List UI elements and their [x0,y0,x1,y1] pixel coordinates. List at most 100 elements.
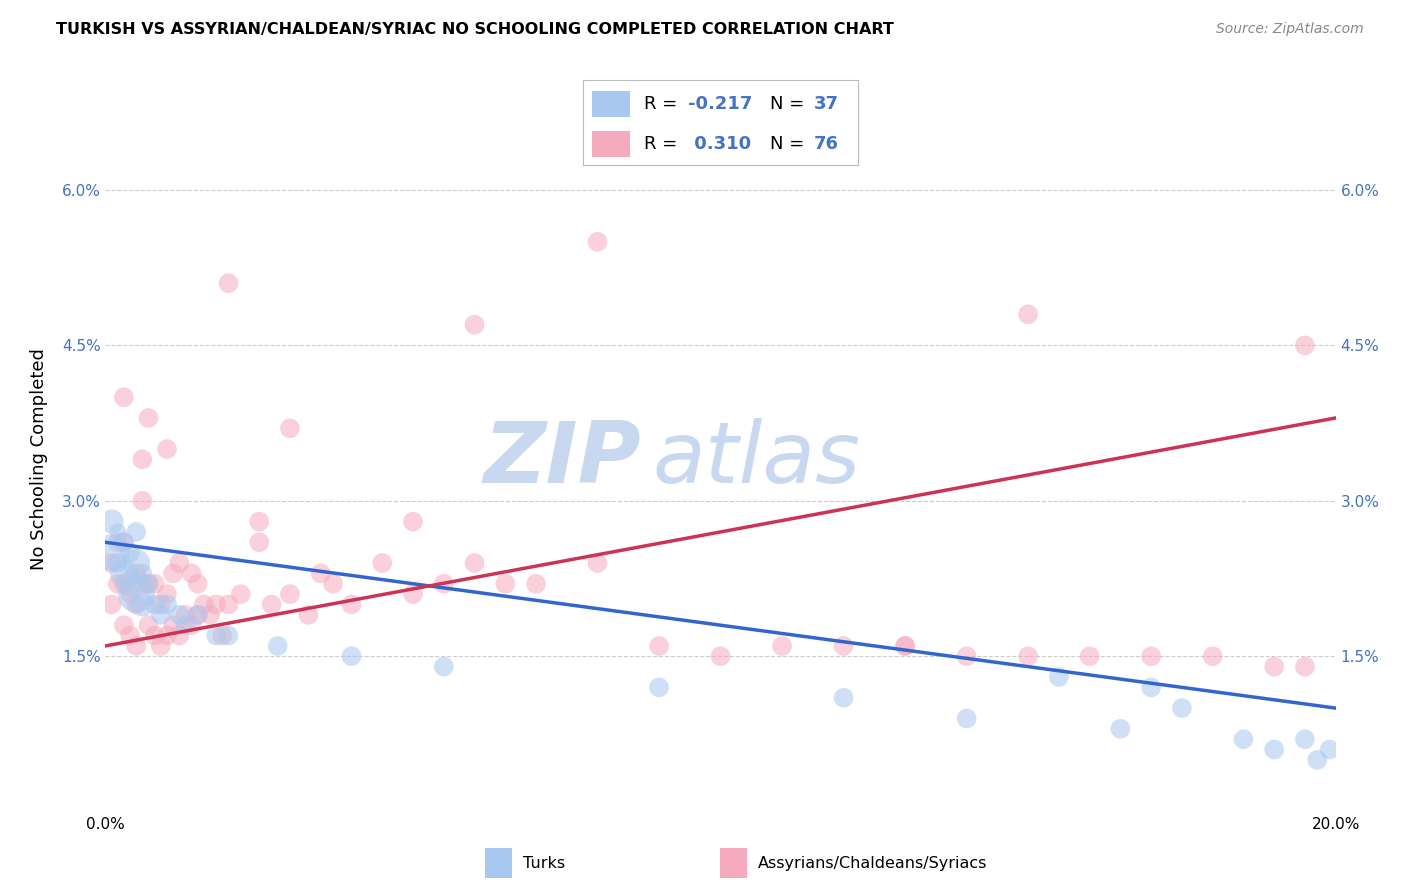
Point [433,659,456,673]
Point [143,598,166,612]
Text: TURKISH VS ASSYRIAN/CHALDEAN/SYRIAC NO SCHOOLING COMPLETED CORRELATION CHART: TURKISH VS ASSYRIAN/CHALDEAN/SYRIAC NO S… [56,22,894,37]
Text: atlas: atlas [652,417,860,501]
Text: R =: R = [644,95,683,113]
Point [247,515,270,529]
Point [125,556,148,570]
Point [125,639,148,653]
Point [125,524,148,539]
Point [131,493,153,508]
Text: 0.310: 0.310 [688,135,751,153]
Point [1263,742,1285,756]
Point [1017,307,1039,321]
Point [107,535,129,549]
Text: R =: R = [644,135,683,153]
Text: N =: N = [770,95,810,113]
Point [138,576,160,591]
Point [340,649,363,664]
Point [187,576,209,591]
Point [247,535,270,549]
Point [433,576,456,591]
Point [138,618,160,632]
Point [193,598,215,612]
Point [187,607,209,622]
Point [956,649,979,664]
Point [180,618,202,632]
Point [770,639,793,653]
Point [648,639,671,653]
Point [169,556,191,570]
Point [112,576,135,591]
Point [278,421,301,435]
Point [205,598,228,612]
Point [229,587,252,601]
Point [100,546,122,560]
Point [156,442,179,456]
Point [120,576,141,591]
Bar [720,848,747,878]
Point [107,576,129,591]
Point [586,235,609,249]
Point [156,628,179,642]
Point [832,639,855,653]
Point [218,598,240,612]
Text: Turks: Turks [523,855,565,871]
Text: 37: 37 [814,95,839,113]
Point [169,628,191,642]
Text: ZIP: ZIP [484,417,641,501]
Bar [592,131,630,157]
Point [174,618,197,632]
Point [112,535,135,549]
Point [1047,670,1070,684]
Point [138,411,160,425]
Point [120,546,141,560]
Text: -0.217: -0.217 [688,95,752,113]
Y-axis label: No Schooling Completed: No Schooling Completed [30,349,48,570]
Point [1140,681,1163,695]
Point [586,556,609,570]
Text: Assyrians/Chaldeans/Syriacs: Assyrians/Chaldeans/Syriacs [758,855,987,871]
Point [309,566,332,581]
Point [156,598,179,612]
Point [1294,338,1316,352]
Point [120,628,141,642]
Point [211,628,233,642]
Point [125,598,148,612]
Point [894,639,917,653]
Point [205,628,228,642]
Point [100,598,122,612]
Point [832,690,855,705]
Point [131,452,153,467]
Point [149,598,172,612]
Point [1306,753,1329,767]
Point [131,576,153,591]
Point [1263,659,1285,673]
Point [100,515,122,529]
Point [218,277,240,291]
Text: 76: 76 [814,135,839,153]
Point [156,587,179,601]
Point [100,556,122,570]
Point [149,607,172,622]
Point [648,681,671,695]
Point [260,598,283,612]
Text: N =: N = [770,135,810,153]
Point [1078,649,1101,664]
Point [894,639,917,653]
Point [1140,649,1163,664]
Point [464,318,486,332]
Text: Source: ZipAtlas.com: Source: ZipAtlas.com [1216,22,1364,37]
Point [162,566,184,581]
Point [278,587,301,601]
Bar [592,91,630,117]
Point [143,628,166,642]
Point [1232,732,1254,747]
Bar [485,848,512,878]
Point [1319,742,1341,756]
Point [198,607,221,622]
Point [340,598,363,612]
Point [125,587,148,601]
Point [371,556,394,570]
Point [1294,732,1316,747]
Point [107,524,129,539]
Point [524,576,547,591]
